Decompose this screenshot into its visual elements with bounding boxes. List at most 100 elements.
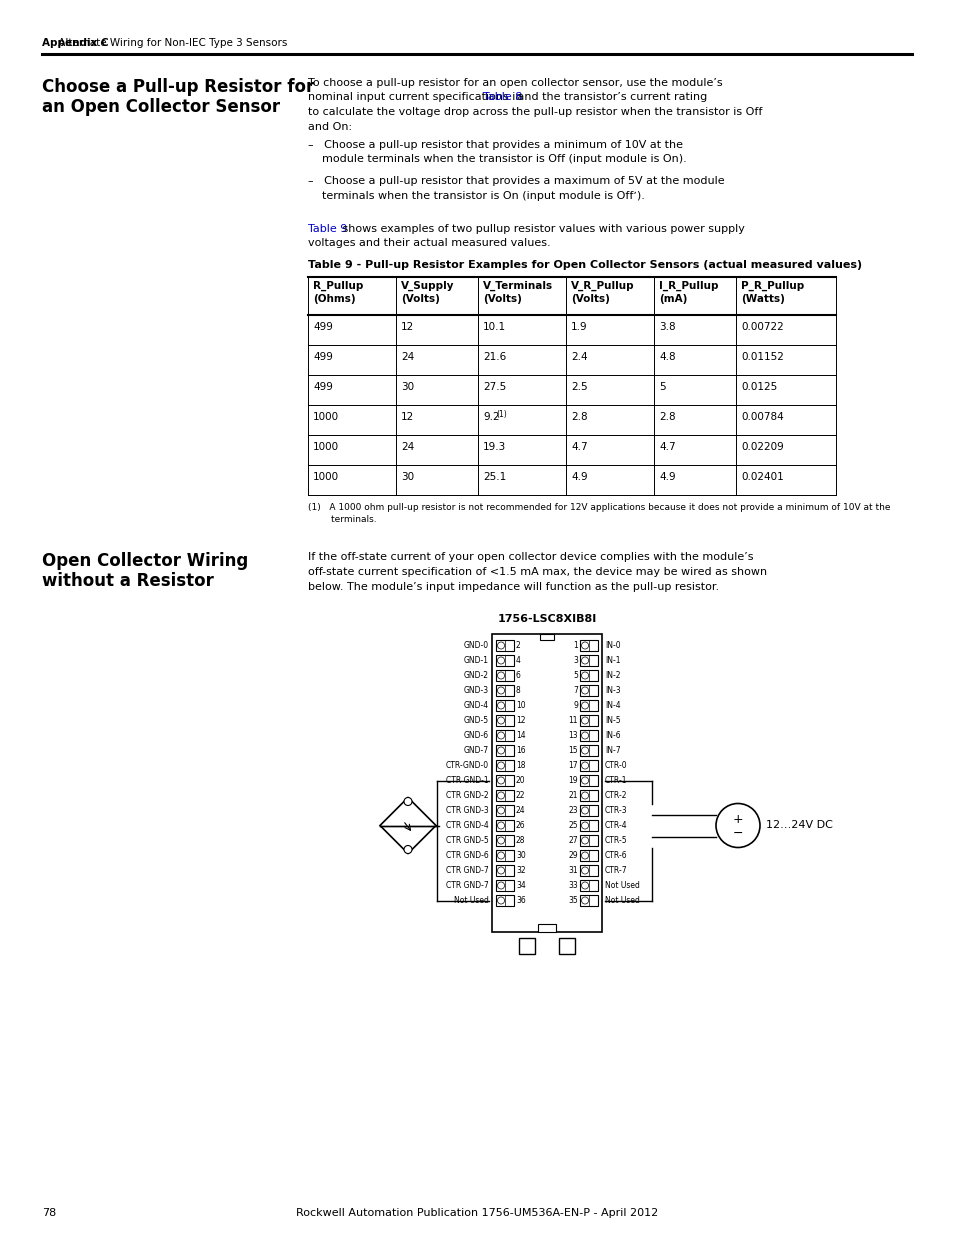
Bar [496, 850, 514, 861]
Text: 9: 9 [573, 701, 578, 710]
Text: CTR GND-6: CTR GND-6 [446, 851, 489, 860]
Bar [579, 864, 598, 876]
Circle shape [497, 701, 504, 709]
Text: 3: 3 [573, 656, 578, 664]
Bar [496, 790, 514, 802]
Text: 30: 30 [400, 473, 414, 483]
Text: 2.4: 2.4 [571, 352, 587, 363]
Text: 6: 6 [516, 671, 520, 680]
Text: Choose a Pull-up Resistor for: Choose a Pull-up Resistor for [42, 78, 314, 96]
Text: 20: 20 [516, 776, 525, 785]
Text: 24: 24 [516, 806, 525, 815]
Circle shape [497, 882, 504, 889]
Text: GND-2: GND-2 [463, 671, 489, 680]
Circle shape [581, 777, 588, 784]
Text: GND-5: GND-5 [463, 716, 489, 725]
Text: 10: 10 [516, 701, 525, 710]
Text: 27: 27 [568, 836, 578, 845]
Text: 10.1: 10.1 [482, 322, 506, 332]
Text: Not Used: Not Used [604, 897, 639, 905]
Text: 28: 28 [516, 836, 525, 845]
Text: 12: 12 [400, 322, 414, 332]
Text: 13: 13 [568, 731, 578, 740]
Text: terminals.: terminals. [308, 515, 376, 524]
Text: 78: 78 [42, 1208, 56, 1218]
Text: off-state current specification of <1.5 mA max, the device may be wired as shown: off-state current specification of <1.5 … [308, 567, 766, 577]
Text: IN-5: IN-5 [604, 716, 620, 725]
Text: 32: 32 [516, 866, 525, 876]
Bar [496, 655, 514, 666]
Text: V_Terminals: V_Terminals [482, 280, 553, 290]
Text: V_Supply: V_Supply [400, 280, 454, 290]
Bar [496, 685, 514, 697]
Bar [579, 805, 598, 816]
Text: 2.8: 2.8 [571, 412, 587, 422]
Text: an Open Collector Sensor: an Open Collector Sensor [42, 98, 280, 116]
Circle shape [581, 687, 588, 694]
Text: 12: 12 [400, 412, 414, 422]
Text: GND-3: GND-3 [463, 685, 489, 695]
Text: 1.9: 1.9 [571, 322, 587, 332]
Bar [496, 640, 514, 651]
Text: If the off-state current of your open collector device complies with the module’: If the off-state current of your open co… [308, 552, 753, 562]
Text: (Volts): (Volts) [400, 294, 439, 304]
Text: 499: 499 [313, 322, 333, 332]
Text: and the transistor’s current rating: and the transistor’s current rating [514, 93, 706, 103]
Text: nominal input current specifications in: nominal input current specifications in [308, 93, 525, 103]
Bar [537, 924, 556, 931]
Circle shape [581, 762, 588, 769]
Text: –   Choose a pull-up resistor that provides a minimum of 10V at the: – Choose a pull-up resistor that provide… [308, 140, 682, 149]
Text: 0.02401: 0.02401 [740, 473, 783, 483]
Bar [579, 700, 598, 711]
Bar [496, 895, 514, 906]
Bar [579, 820, 598, 831]
Circle shape [581, 672, 588, 679]
Text: –   Choose a pull-up resistor that provides a maximum of 5V at the module: – Choose a pull-up resistor that provide… [308, 177, 724, 186]
Text: IN-7: IN-7 [604, 746, 620, 755]
Bar [518, 937, 535, 953]
Circle shape [581, 823, 588, 829]
Text: 7: 7 [573, 685, 578, 695]
Circle shape [581, 867, 588, 874]
Text: CTR GND-4: CTR GND-4 [446, 821, 489, 830]
Text: 16: 16 [516, 746, 525, 755]
Text: 36: 36 [516, 897, 525, 905]
Text: (1)   A 1000 ohm pull-up resistor is not recommended for 12V applications becaus: (1) A 1000 ohm pull-up resistor is not r… [308, 503, 889, 511]
Text: 30: 30 [516, 851, 525, 860]
Circle shape [581, 852, 588, 860]
Text: 0.00722: 0.00722 [740, 322, 783, 332]
Text: Not Used: Not Used [454, 897, 489, 905]
Circle shape [581, 718, 588, 724]
Text: 19: 19 [568, 776, 578, 785]
Polygon shape [379, 798, 436, 853]
Text: terminals when the transistor is On (input module is Offʼ).: terminals when the transistor is On (inp… [322, 191, 644, 201]
Text: CTR-GND-0: CTR-GND-0 [445, 761, 489, 769]
Text: 31: 31 [568, 866, 578, 876]
Circle shape [497, 657, 504, 664]
Circle shape [581, 792, 588, 799]
Text: Appendix C: Appendix C [42, 38, 109, 48]
Text: shows examples of two pullup resistor values with various power supply: shows examples of two pullup resistor va… [338, 224, 743, 233]
Text: 19.3: 19.3 [482, 442, 506, 452]
Bar [579, 895, 598, 906]
Bar [579, 715, 598, 726]
Bar [579, 850, 598, 861]
Text: IN-6: IN-6 [604, 731, 620, 740]
Circle shape [581, 732, 588, 739]
Text: 4.8: 4.8 [659, 352, 675, 363]
Text: 33: 33 [568, 881, 578, 890]
Text: CTR-1: CTR-1 [604, 776, 627, 785]
Circle shape [581, 882, 588, 889]
Bar [579, 760, 598, 771]
Text: CTR GND-7: CTR GND-7 [446, 881, 489, 890]
Text: 4.9: 4.9 [571, 473, 587, 483]
Text: GND-1: GND-1 [463, 656, 489, 664]
Circle shape [497, 777, 504, 784]
Text: to calculate the voltage drop across the pull-up resistor when the transistor is: to calculate the voltage drop across the… [308, 107, 761, 117]
Text: 25: 25 [568, 821, 578, 830]
Bar [579, 671, 598, 680]
Circle shape [497, 747, 504, 755]
Text: CTR-4: CTR-4 [604, 821, 627, 830]
Circle shape [716, 804, 760, 847]
Circle shape [497, 837, 504, 844]
